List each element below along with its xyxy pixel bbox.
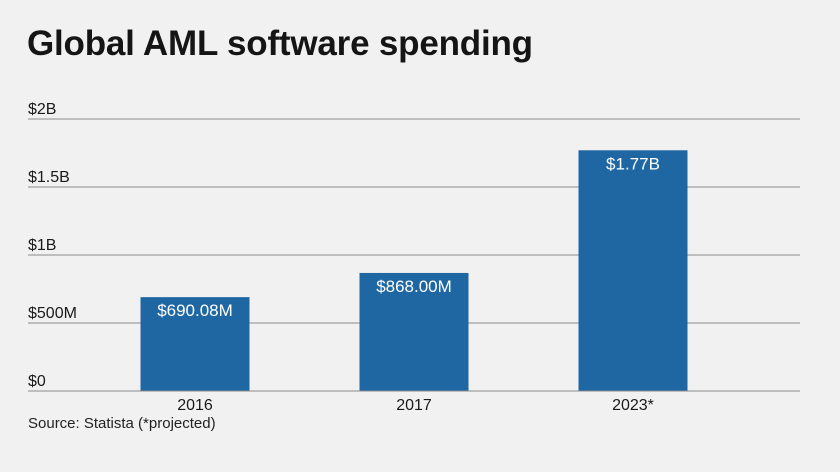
- chart-title: Global AML software spending: [27, 24, 533, 63]
- source-note: Source: Statista (*projected): [28, 415, 216, 432]
- y-tick-label-3: $1.5B: [28, 169, 70, 186]
- y-tick-label-2: $1B: [28, 237, 56, 254]
- x-tick-label-0: 2016: [177, 397, 213, 414]
- data-label-2: $1.77B: [606, 154, 660, 173]
- data-label-1: $868.00M: [376, 277, 452, 296]
- x-tick-label-2: 2023*: [612, 397, 654, 414]
- data-label-0: $690.08M: [157, 301, 233, 320]
- x-tick-label-1: 2017: [396, 397, 432, 414]
- bar-0: [140, 297, 250, 391]
- y-tick-label-0: $0: [28, 373, 46, 390]
- bar-1: [359, 272, 469, 391]
- y-tick-label-1: $500M: [28, 305, 77, 322]
- bar-2: [578, 150, 688, 391]
- y-tick-label-4: $2B: [28, 101, 56, 118]
